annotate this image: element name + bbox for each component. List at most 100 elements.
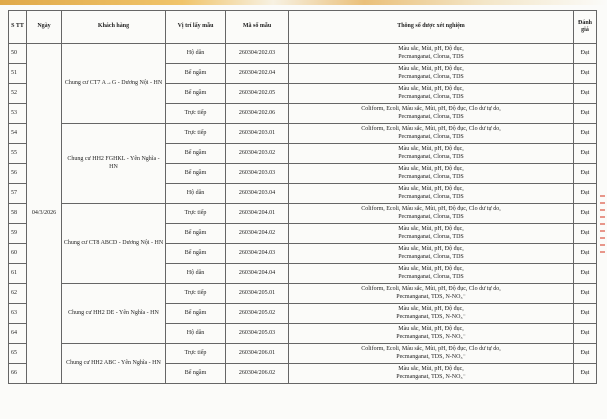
sample-code-cell: 260304/205.03 [225, 323, 289, 344]
params-line: Màu sắc, Mùi, pH, Độ đục, [398, 266, 464, 272]
sample-code-cell: 260304/204.04 [225, 263, 289, 284]
params-line: Pecmanganat, Clorua, TDS [398, 173, 464, 180]
result-cell: Đạt [573, 83, 597, 104]
params-line: Pecmanganat, Clorua, TDS [398, 93, 464, 100]
result-cell: Đạt [573, 323, 597, 344]
params-cell: Coliform, Ecoli, Màu sắc, Mùi, pH, Độ đụ… [288, 103, 574, 124]
params-line: Coliform, Ecoli, Màu sắc, Mùi, pH, Độ đụ… [361, 286, 501, 292]
result-cell: Đạt [573, 203, 597, 224]
params-line: Pecmanganat, Clorua, TDS [398, 113, 464, 120]
result-cell: Đạt [573, 43, 597, 64]
table-row: 63 Bể ngầm 260304/205.02 Màu sắc, Mùi, pH, … [8, 303, 597, 324]
location-cell: Bể ngầm [165, 363, 226, 384]
result-cell: Đạt [573, 363, 597, 384]
result-cell: Đạt [573, 263, 597, 284]
params-line: Màu sắc, Mùi, pH, Độ đục, [398, 326, 464, 332]
sample-code-cell: 260304/202.04 [225, 63, 289, 84]
params-cell: Màu sắc, Mùi, pH, Độ đục, Pecmanganat, TD… [288, 323, 574, 344]
location-cell: Hộ dân [165, 263, 226, 284]
result-cell: Đạt [573, 303, 597, 324]
customer-cell: Chung cư HH2 ABC - Yên Nghĩa - HN [61, 343, 166, 384]
table-row: 65 Chung cư HH2 ABC - Yên Nghĩa - HN Trực … [8, 343, 597, 384]
stt-cell: 56 [8, 163, 27, 184]
red-stamp-marks [600, 195, 605, 255]
params-line: Pecmanganat, Clorua, TDS [398, 253, 464, 260]
customer-cell: Chung cư CT7 A→G - Dương Nội - HN [61, 43, 166, 124]
test-results-table: S TT Ngày Khách hàng Vị trí lấy mẫu Mã s… [8, 10, 597, 384]
customer-cell: Chung cư HH2 FGHKL - Yên Nghĩa - HN [61, 123, 166, 204]
params-line: Pecmanganat, Clorua, TDS [398, 193, 464, 200]
location-cell: Bể ngầm [165, 223, 226, 244]
params-cell: Màu sắc, Mùi, pH, Độ đục, Pecmanganat, Cl… [288, 223, 574, 244]
stt-cell: 58 [8, 203, 27, 224]
params-line: Coliform, Ecoli, Màu sắc, Mùi, pH, Độ đụ… [361, 346, 501, 352]
result-cell: Đạt [573, 243, 597, 264]
params-line: Pecmanganat, Clorua, TDS [398, 133, 464, 140]
location-cell: Trực tiếp [165, 343, 226, 364]
table-row: 56 Bể ngầm 260304/203.03 Màu sắc, Mùi, pH, … [8, 163, 597, 184]
stt-cell: 63 [8, 303, 27, 324]
location-cell: Trực tiếp [165, 283, 226, 304]
location-cell: Bể ngầm [165, 243, 226, 264]
params-line: Màu sắc, Mùi, pH, Độ đục, [398, 186, 464, 192]
params-line: Màu sắc, Mùi, pH, Độ đục, [398, 86, 464, 92]
table-body: 50 04/3/2026 Chung cư CT7 A→G - Dương Nội … [8, 43, 597, 384]
location-cell: Bể ngầm [165, 63, 226, 84]
stt-cell: 59 [8, 223, 27, 244]
params-line: Pecmanganat, TDS, N-NO₃⁻ [396, 313, 466, 320]
sample-code-cell: 260304/203.04 [225, 183, 289, 204]
scan-top-edge [0, 0, 607, 5]
params-line: Màu sắc, Mùi, pH, Độ đục, [398, 306, 464, 312]
sample-code-cell: 260304/203.03 [225, 163, 289, 184]
params-cell: Màu sắc, Mùi, pH, Độ đục, Pecmanganat, TD… [288, 303, 574, 324]
params-cell: Màu sắc, Mùi, pH, Độ đục, Pecmanganat, Cl… [288, 183, 574, 204]
sample-code-cell: 260304/202.05 [225, 83, 289, 104]
params-line: Màu sắc, Mùi, pH, Độ đục, [398, 66, 464, 72]
params-line: Pecmanganat, Clorua, TDS [398, 213, 464, 220]
header-result: Đánh giá [573, 10, 597, 44]
stt-cell: 51 [8, 63, 27, 84]
params-line: Pecmanganat, TDS, N-NO₃⁻ [396, 353, 466, 360]
params-cell: Màu sắc, Mùi, pH, Độ đục, Pecmanganat, Cl… [288, 43, 574, 64]
location-cell: Bể ngầm [165, 143, 226, 164]
params-line: Pecmanganat, TDS, N-NO₃⁻ [396, 333, 466, 340]
sample-code-cell: 260304/202.06 [225, 103, 289, 124]
header-location: Vị trí lấy mẫu [165, 10, 226, 44]
table-row: 51 Bể ngầm 260304/202.04 Màu sắc, Mùi, pH, … [8, 63, 597, 84]
result-cell: Đạt [573, 223, 597, 244]
params-line: Coliform, Ecoli, Màu sắc, Mùi, pH, Độ đụ… [361, 206, 501, 212]
params-cell: Coliform, Ecoli, Màu sắc, Mùi, pH, Độ đụ… [288, 343, 574, 364]
location-cell: Hộ dân [165, 43, 226, 64]
result-cell: Đạt [573, 183, 597, 204]
params-line: Pecmanganat, Clorua, TDS [398, 153, 464, 160]
params-line: Coliform, Ecoli, Màu sắc, Mùi, pH, Độ đụ… [361, 106, 501, 112]
location-cell: Bể ngầm [165, 83, 226, 104]
customer-cell: Chung cư CT8 ABCD - Dương Nội - HN [61, 203, 166, 284]
customer-cell: Chung cư HH2 DE - Yên Nghĩa - HN [61, 283, 166, 344]
params-cell: Màu sắc, Mùi, pH, Độ đục, Pecmanganat, Cl… [288, 83, 574, 104]
params-cell: Màu sắc, Mùi, pH, Độ đục, Pecmanganat, Cl… [288, 163, 574, 184]
params-cell: Coliform, Ecoli, Màu sắc, Mùi, pH, Độ đụ… [288, 203, 574, 224]
table-row: 62 Chung cư HH2 DE - Yên Nghĩa - HN Trực t… [8, 283, 597, 344]
sample-code-cell: 260304/203.01 [225, 123, 289, 144]
params-line: Pecmanganat, Clorua, TDS [398, 233, 464, 240]
table-row: 66 Bể ngầm 260304/206.02 Màu sắc, Mùi, pH, … [8, 363, 597, 384]
header-date: Ngày [26, 10, 62, 44]
table-row: 55 Bể ngầm 260304/203.02 Màu sắc, Mùi, pH, … [8, 143, 597, 164]
stt-cell: 50 [8, 43, 27, 64]
stt-cell: 61 [8, 263, 27, 284]
sample-code-cell: 260304/205.01 [225, 283, 289, 304]
params-cell: Coliform, Ecoli, Màu sắc, Mùi, pH, Độ đụ… [288, 283, 574, 304]
location-cell: Trực tiếp [165, 203, 226, 224]
params-line: Coliform, Ecoli, Màu sắc, Mùi, pH, Độ đụ… [361, 126, 501, 132]
location-cell: Bể ngầm [165, 303, 226, 324]
table-row: 59 Bể ngầm 260304/204.02 Màu sắc, Mùi, pH, … [8, 223, 597, 244]
sample-code-cell: 260304/204.03 [225, 243, 289, 264]
params-line: Màu sắc, Mùi, pH, Độ đục, [398, 366, 464, 372]
header-row: S TT Ngày Khách hàng Vị trí lấy mẫu Mã s… [8, 10, 597, 44]
params-cell: Coliform, Ecoli, Màu sắc, Mùi, pH, Độ đụ… [288, 123, 574, 144]
sample-code-cell: 260304/204.02 [225, 223, 289, 244]
stt-cell: 53 [8, 103, 27, 124]
result-cell: Đạt [573, 343, 597, 364]
params-line: Pecmanganat, Clorua, TDS [398, 73, 464, 80]
